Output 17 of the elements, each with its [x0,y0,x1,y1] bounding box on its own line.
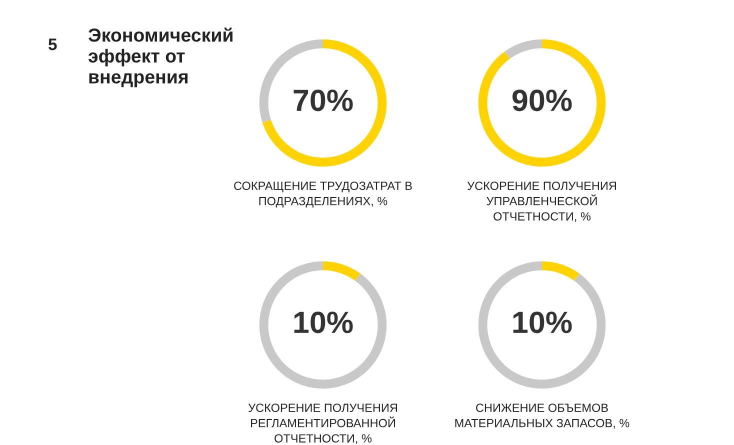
data-label: 90% [512,90,572,112]
text: УСКОРЕНИЕ ПОЛУЧЕНИЯ УПРАВЛЕНЧЕСКОЙ ОТЧЕТНОСТИ, % [467,182,616,222]
chart-title: Экономический эффект от внедрения [88,28,232,88]
text: 5 [48,38,57,50]
donut-slice [542,261,580,281]
donut-slice [504,39,542,59]
donut-slice [262,39,387,167]
text: УСКОРЕНИЕ ПОЛУЧЕНИЯ РЕГЛАМЕНТИРОВАННОЙ ОТЧЕТНОСТИ, % [248,404,397,444]
data-label: 10% [513,312,572,334]
donut-slice [478,39,606,167]
data-label: 70% [294,90,353,112]
donut-slice [323,261,360,281]
text: СНИЖЕНИЕ ОБЪЕМОВ МАТЕРИАЛЬНЫХ ЗАПАСОВ, % [455,404,630,429]
text: СОКРАЩЕНИЕ ТРУДОЗАТРАТ В ПОДРАЗДЕЛЕНИЯХ, % [234,182,412,208]
donut-slice [478,261,606,389]
donut-slice [259,261,387,389]
data-label: 10% [294,312,353,334]
